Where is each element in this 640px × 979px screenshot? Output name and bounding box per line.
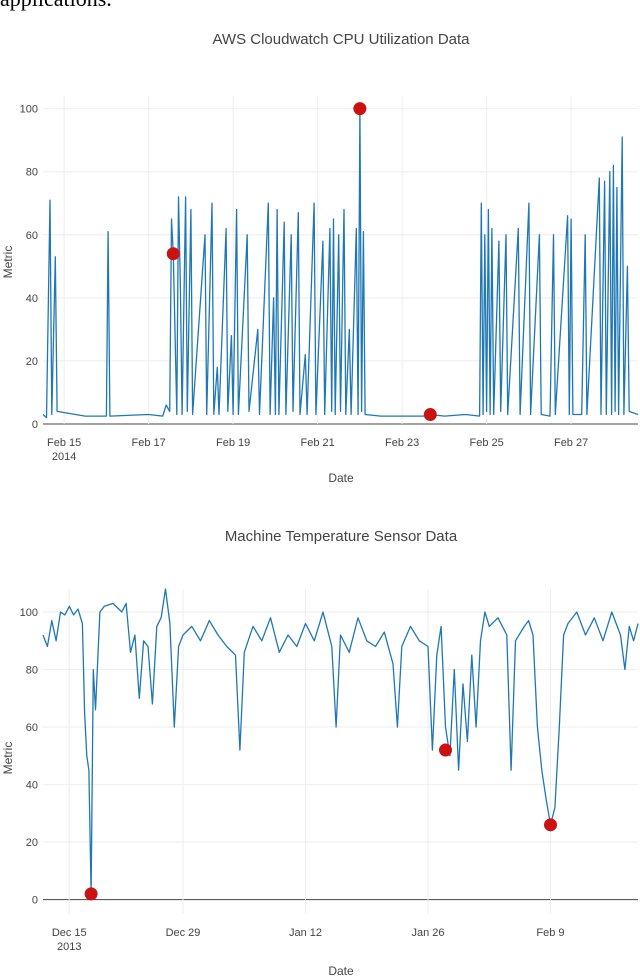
y-tick-label: 40 [26, 293, 38, 305]
y-tick-label: 40 [26, 780, 38, 792]
y-tick-label: 100 [20, 104, 38, 116]
chart-title: AWS Cloudwatch CPU Utilization Data [212, 31, 470, 48]
x-tick-label: Feb 19 [216, 437, 250, 449]
y-tick-label: 80 [26, 167, 38, 179]
chart-title: Machine Temperature Sensor Data [225, 528, 458, 545]
x-tick-label: Jan 12 [289, 927, 322, 939]
x-tick-label: Dec 15 [52, 927, 87, 939]
x-tick-sublabel: 2013 [57, 941, 81, 953]
x-tick-label: Feb 9 [536, 927, 564, 939]
y-axis-label: Metric [1, 246, 15, 279]
x-tick-label: Feb 27 [554, 437, 588, 449]
anomaly-point [353, 102, 367, 116]
y-axis-label: Metric [1, 742, 15, 775]
cpu-utilization-chart: AWS Cloudwatch CPU Utilization Data Feb … [1, 31, 639, 485]
x-tick-label: Dec 29 [166, 927, 201, 939]
y-tick-label: 0 [32, 895, 38, 907]
y-tick-label: 60 [26, 722, 38, 734]
anomaly-point [544, 818, 557, 832]
y-tick-label: 80 [26, 665, 38, 677]
x-axis-label: Date [328, 471, 354, 485]
series-line [42, 588, 639, 895]
x-tick-label: Feb 23 [385, 437, 419, 449]
x-tick-label: Feb 25 [469, 437, 503, 449]
y-tick-label: 60 [26, 230, 38, 242]
y-tick-label: 100 [20, 607, 38, 619]
x-tick-sublabel: 2014 [52, 451, 76, 463]
x-axis-label: Date [328, 964, 354, 978]
anomaly-point [439, 743, 452, 757]
anomaly-point [84, 887, 98, 901]
y-tick-label: 20 [26, 837, 38, 849]
x-tick-label: Feb 17 [131, 437, 165, 449]
anomaly-point [423, 408, 437, 422]
x-tick-label: Feb 21 [300, 437, 334, 449]
series-line [42, 107, 639, 419]
x-tick-label: Jan 26 [411, 927, 444, 939]
x-tick-label: Feb 15 [47, 437, 81, 449]
anomaly-point [166, 247, 180, 261]
y-tick-label: 20 [26, 356, 38, 368]
y-tick-label: 0 [32, 419, 38, 431]
cropped-paragraph-text: applications. [0, 0, 112, 12]
machine-temperature-chart: Machine Temperature Sensor Data Dec 15 20… [1, 528, 639, 978]
